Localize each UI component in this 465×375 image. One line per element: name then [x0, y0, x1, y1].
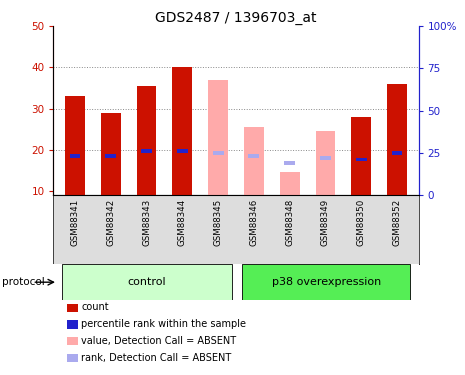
Bar	[316, 131, 335, 195]
Bar	[320, 156, 331, 160]
Text: p38 overexpression: p38 overexpression	[272, 277, 381, 287]
Text: GSM88350: GSM88350	[357, 198, 366, 246]
Text: rank, Detection Call = ABSENT: rank, Detection Call = ABSENT	[81, 352, 232, 363]
Bar	[70, 154, 80, 158]
Text: control: control	[127, 277, 166, 287]
Title: GDS2487 / 1396703_at: GDS2487 / 1396703_at	[155, 11, 317, 25]
Bar	[105, 154, 116, 158]
Text: percentile rank within the sample: percentile rank within the sample	[81, 319, 246, 329]
Text: GSM88344: GSM88344	[178, 198, 187, 246]
Bar	[213, 151, 224, 154]
Bar	[356, 158, 367, 161]
Text: GSM88352: GSM88352	[392, 198, 402, 246]
Text: GSM88348: GSM88348	[285, 198, 294, 246]
Text: GSM88341: GSM88341	[70, 198, 80, 246]
Bar	[387, 84, 407, 195]
Bar	[173, 68, 192, 195]
Text: GSM88349: GSM88349	[321, 198, 330, 246]
Text: GSM88346: GSM88346	[249, 198, 259, 246]
Bar	[392, 151, 402, 154]
Bar	[137, 86, 156, 195]
Bar	[242, 264, 411, 300]
Text: protocol: protocol	[2, 277, 45, 287]
Text: GSM88343: GSM88343	[142, 198, 151, 246]
Bar	[208, 80, 228, 195]
Text: count: count	[81, 303, 109, 312]
Bar	[352, 117, 371, 195]
Bar	[248, 154, 259, 158]
Text: value, Detection Call = ABSENT: value, Detection Call = ABSENT	[81, 336, 237, 346]
Bar	[141, 149, 152, 153]
Bar	[65, 96, 85, 195]
Bar	[244, 127, 264, 195]
Bar	[61, 264, 232, 300]
Bar	[280, 172, 299, 195]
Bar	[101, 112, 120, 195]
Text: GSM88342: GSM88342	[106, 198, 115, 246]
Bar	[284, 161, 295, 165]
Text: GSM88345: GSM88345	[213, 198, 223, 246]
Bar	[177, 149, 188, 153]
